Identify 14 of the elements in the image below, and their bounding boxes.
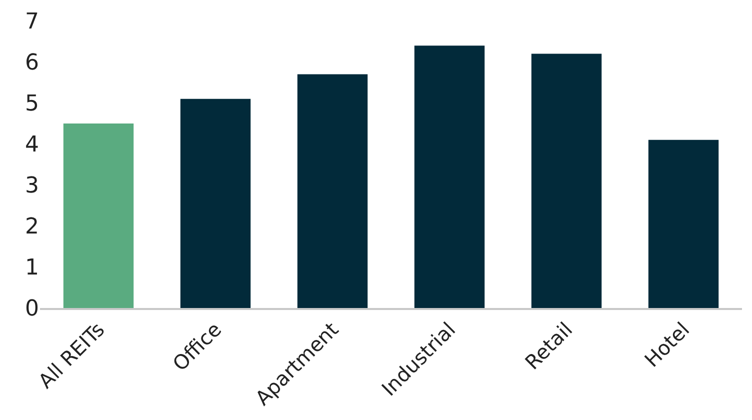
y-tick-label: 3 (25, 174, 39, 199)
y-tick-label: 6 (25, 50, 39, 76)
bar (180, 98, 251, 308)
bar (63, 124, 134, 308)
bar (414, 46, 485, 308)
bar (297, 74, 368, 308)
y-tick-label: 4 (25, 132, 39, 158)
bar (648, 140, 719, 308)
bar (531, 54, 602, 308)
y-tick-label: 7 (25, 10, 39, 35)
y-tick-label: 1 (25, 256, 39, 281)
y-tick-label: 2 (25, 214, 39, 240)
y-tick-label: 0 (25, 296, 39, 322)
y-tick-label: 5 (25, 92, 39, 117)
